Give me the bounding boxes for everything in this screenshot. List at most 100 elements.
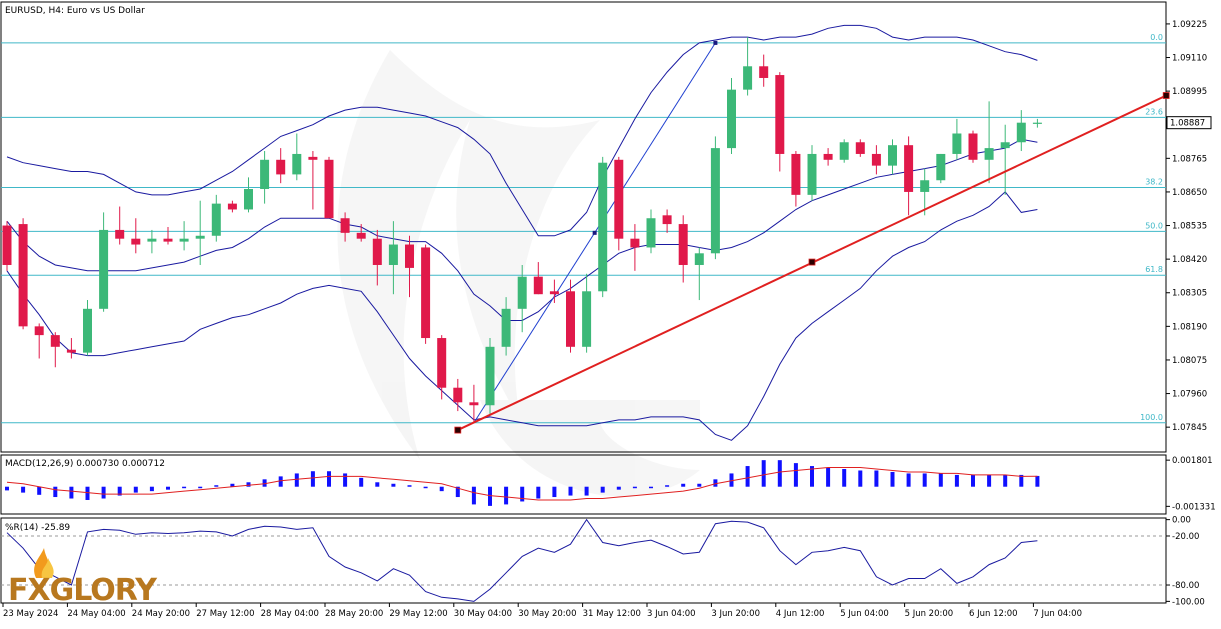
macd-histogram-bar <box>826 467 831 487</box>
price-tick-label: 1.08305 <box>1172 289 1207 299</box>
time-tick-label: 24 May 20:00 <box>132 609 190 619</box>
price-tick-label: 1.08995 <box>1172 87 1207 97</box>
candle-body <box>437 338 447 388</box>
macd-histogram-bar <box>954 474 959 487</box>
macd-histogram-bar <box>520 486 525 502</box>
macd-histogram-bar <box>294 473 299 487</box>
macd-histogram-bar <box>906 473 911 487</box>
candle-body <box>1000 142 1010 149</box>
macd-histogram-bar <box>278 476 283 487</box>
candle <box>1032 118 1042 128</box>
candle <box>952 118 962 160</box>
time-tick-label: 31 May 12:00 <box>583 609 641 619</box>
candle-body <box>839 142 849 160</box>
time-tick-label: 3 Jun 20:00 <box>711 609 760 619</box>
candle-body <box>131 238 141 245</box>
macd-histogram-bar <box>230 483 235 487</box>
candle-body <box>469 402 479 406</box>
macd-histogram-bar <box>874 470 879 487</box>
time-tick-label: 29 May 12:00 <box>389 609 447 619</box>
candle-body <box>18 224 28 327</box>
fib-anchor-point <box>713 40 718 45</box>
macd-histogram-bar <box>938 473 943 487</box>
fxglory-logo: FXGLORY <box>8 548 159 608</box>
macd-histogram-bar <box>761 460 766 487</box>
time-tick-label: 24 May 04:00 <box>67 609 125 619</box>
fib-level-label: 100.0 <box>1140 413 1163 422</box>
candle-body <box>115 229 125 239</box>
candle-body <box>2 225 12 265</box>
candle <box>469 384 479 423</box>
macd-histogram-bar <box>423 486 428 489</box>
time-tick-label: 23 May 2024 <box>3 609 58 619</box>
candle <box>888 139 897 175</box>
fib-level-label: 50.0 <box>1145 221 1163 230</box>
candle <box>855 139 865 157</box>
macd-histogram-bar <box>343 473 348 487</box>
macd-histogram-bar <box>407 485 412 487</box>
candle <box>211 194 221 242</box>
candle-body <box>147 238 157 242</box>
candle-body <box>356 232 366 239</box>
candle <box>485 338 495 415</box>
candle <box>694 247 704 301</box>
macd-histogram-bar <box>665 485 670 487</box>
macd-histogram-bar <box>182 486 187 489</box>
macd-pane: 0.001801 -0.001331 <box>0 454 1216 515</box>
time-tick-label: 28 May 20:00 <box>325 609 383 619</box>
macd-histogram-bar <box>697 483 702 487</box>
macd-histogram-bar <box>117 486 122 496</box>
macd-histogram-bar <box>198 486 203 489</box>
macd-histogram-bar <box>810 466 814 487</box>
candle-body <box>646 218 656 248</box>
candle-body <box>163 238 173 242</box>
candle <box>340 212 350 242</box>
candle-body <box>678 224 688 265</box>
macd-histogram-bar <box>971 474 975 487</box>
candle-body <box>533 276 543 295</box>
macd-histogram-bar <box>745 466 750 487</box>
price-tick-label: 1.08075 <box>1172 356 1207 366</box>
candle <box>388 221 398 295</box>
candle <box>308 151 318 210</box>
candle-body <box>694 253 704 265</box>
candle-body <box>99 229 109 309</box>
time-tick-label: 4 Jun 12:00 <box>776 609 825 619</box>
macd-histogram-bar <box>455 486 460 498</box>
williams-r-pane: 0.00 -20.00 -80.00 -100.00 <box>0 516 1205 607</box>
candle <box>147 229 157 254</box>
candle-body <box>920 180 930 192</box>
wpr-tick-label: -80.00 <box>1172 581 1199 591</box>
candle <box>662 209 672 233</box>
trendline-anchor-point <box>1162 92 1170 99</box>
macd-histogram-bar <box>504 486 509 505</box>
fib-level-label: 0.0 <box>1150 33 1163 42</box>
candle-body <box>308 156 318 160</box>
candle-body <box>501 308 511 347</box>
candle-body <box>743 66 753 90</box>
wpr-tick-label: 0.00 <box>1172 516 1191 526</box>
candle <box>227 200 237 213</box>
macd-histogram-bar <box>987 474 992 487</box>
candle <box>936 153 946 184</box>
macd-histogram-bar <box>729 473 734 487</box>
fib-level-label: 61.8 <box>1145 265 1163 274</box>
candle <box>501 297 511 356</box>
candle <box>50 332 60 368</box>
price-tick-label: 1.08765 <box>1172 154 1207 164</box>
macd-histogram-bar <box>69 486 74 499</box>
candle <box>356 224 366 242</box>
candle <box>244 177 253 213</box>
macd-histogram-bar <box>1035 475 1040 487</box>
candle-body <box>405 244 414 268</box>
candle <box>131 218 141 254</box>
candle <box>904 136 914 216</box>
candle-body <box>227 203 237 210</box>
candle-body <box>662 215 672 225</box>
time-tick-label: 7 Jun 04:00 <box>1033 609 1082 619</box>
candle <box>984 101 994 184</box>
candle-body <box>211 203 221 236</box>
candle <box>437 335 447 400</box>
candle <box>163 227 173 245</box>
macd-histogram-bar <box>793 463 798 487</box>
